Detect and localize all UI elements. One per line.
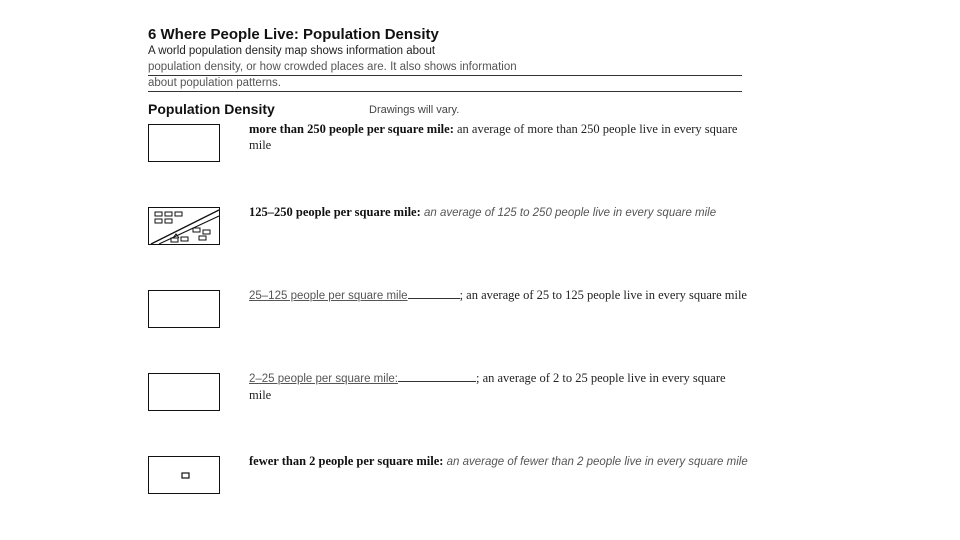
density-definition: an average of 125 to 250 people live in … — [420, 207, 717, 219]
density-term: more than 250 people per square mile: — [249, 122, 454, 136]
drawing-box — [148, 207, 220, 245]
intro-line-1: A world population density map shows inf… — [148, 45, 436, 57]
answer-blank — [397, 371, 476, 382]
houses-and-roads-sketch-icon — [150, 209, 220, 245]
density-description: 25–125 people per square mile ; an averag… — [249, 287, 749, 304]
density-definition: ; an average of 2 to 25 people live in e… — [249, 371, 726, 402]
density-row-fewer-than-2: fewer than 2 people per square mile: an … — [148, 453, 749, 506]
drawing-box — [148, 456, 220, 494]
section-title: Population Density — [148, 101, 275, 117]
density-description: 125–250 people per square mile: an avera… — [249, 204, 749, 221]
density-row-more-than-250: more than 250 people per square mile: an… — [148, 121, 749, 174]
section-note: Drawings will vary. — [369, 104, 460, 116]
density-row-2-25: 2–25 people per square mile:; an average… — [148, 370, 749, 423]
single-house-icon — [181, 472, 190, 479]
density-description: fewer than 2 people per square mile: an … — [249, 453, 749, 470]
density-row-125-250: 125–250 people per square mile: an avera… — [148, 204, 749, 257]
answer-blank — [407, 288, 460, 299]
density-description: 2–25 people per square mile:; an average… — [249, 370, 749, 403]
density-term: fewer than 2 people per square mile: — [249, 454, 444, 468]
density-definition: ; an average of 25 to 125 people live in… — [459, 288, 747, 302]
density-row-25-125: 25–125 people per square mile ; an averag… — [148, 287, 749, 340]
density-definition: an average of fewer than 2 people live i… — [443, 456, 748, 468]
drawing-box — [148, 124, 220, 162]
density-term: 125–250 people per square mile: — [249, 205, 421, 219]
intro-line-2: population density, or how crowded place… — [148, 60, 742, 76]
intro-line-3: about population patterns. — [148, 76, 742, 92]
density-term: 2–25 people per square mile: — [249, 373, 398, 385]
worksheet-title: 6 Where People Live: Population Density — [148, 26, 439, 43]
density-term: 25–125 people per square mile — [249, 290, 408, 302]
drawing-box — [148, 373, 220, 411]
drawing-box — [148, 290, 220, 328]
density-definition: an average of more than 250 people live … — [249, 122, 738, 152]
density-description: more than 250 people per square mile: an… — [249, 121, 749, 153]
